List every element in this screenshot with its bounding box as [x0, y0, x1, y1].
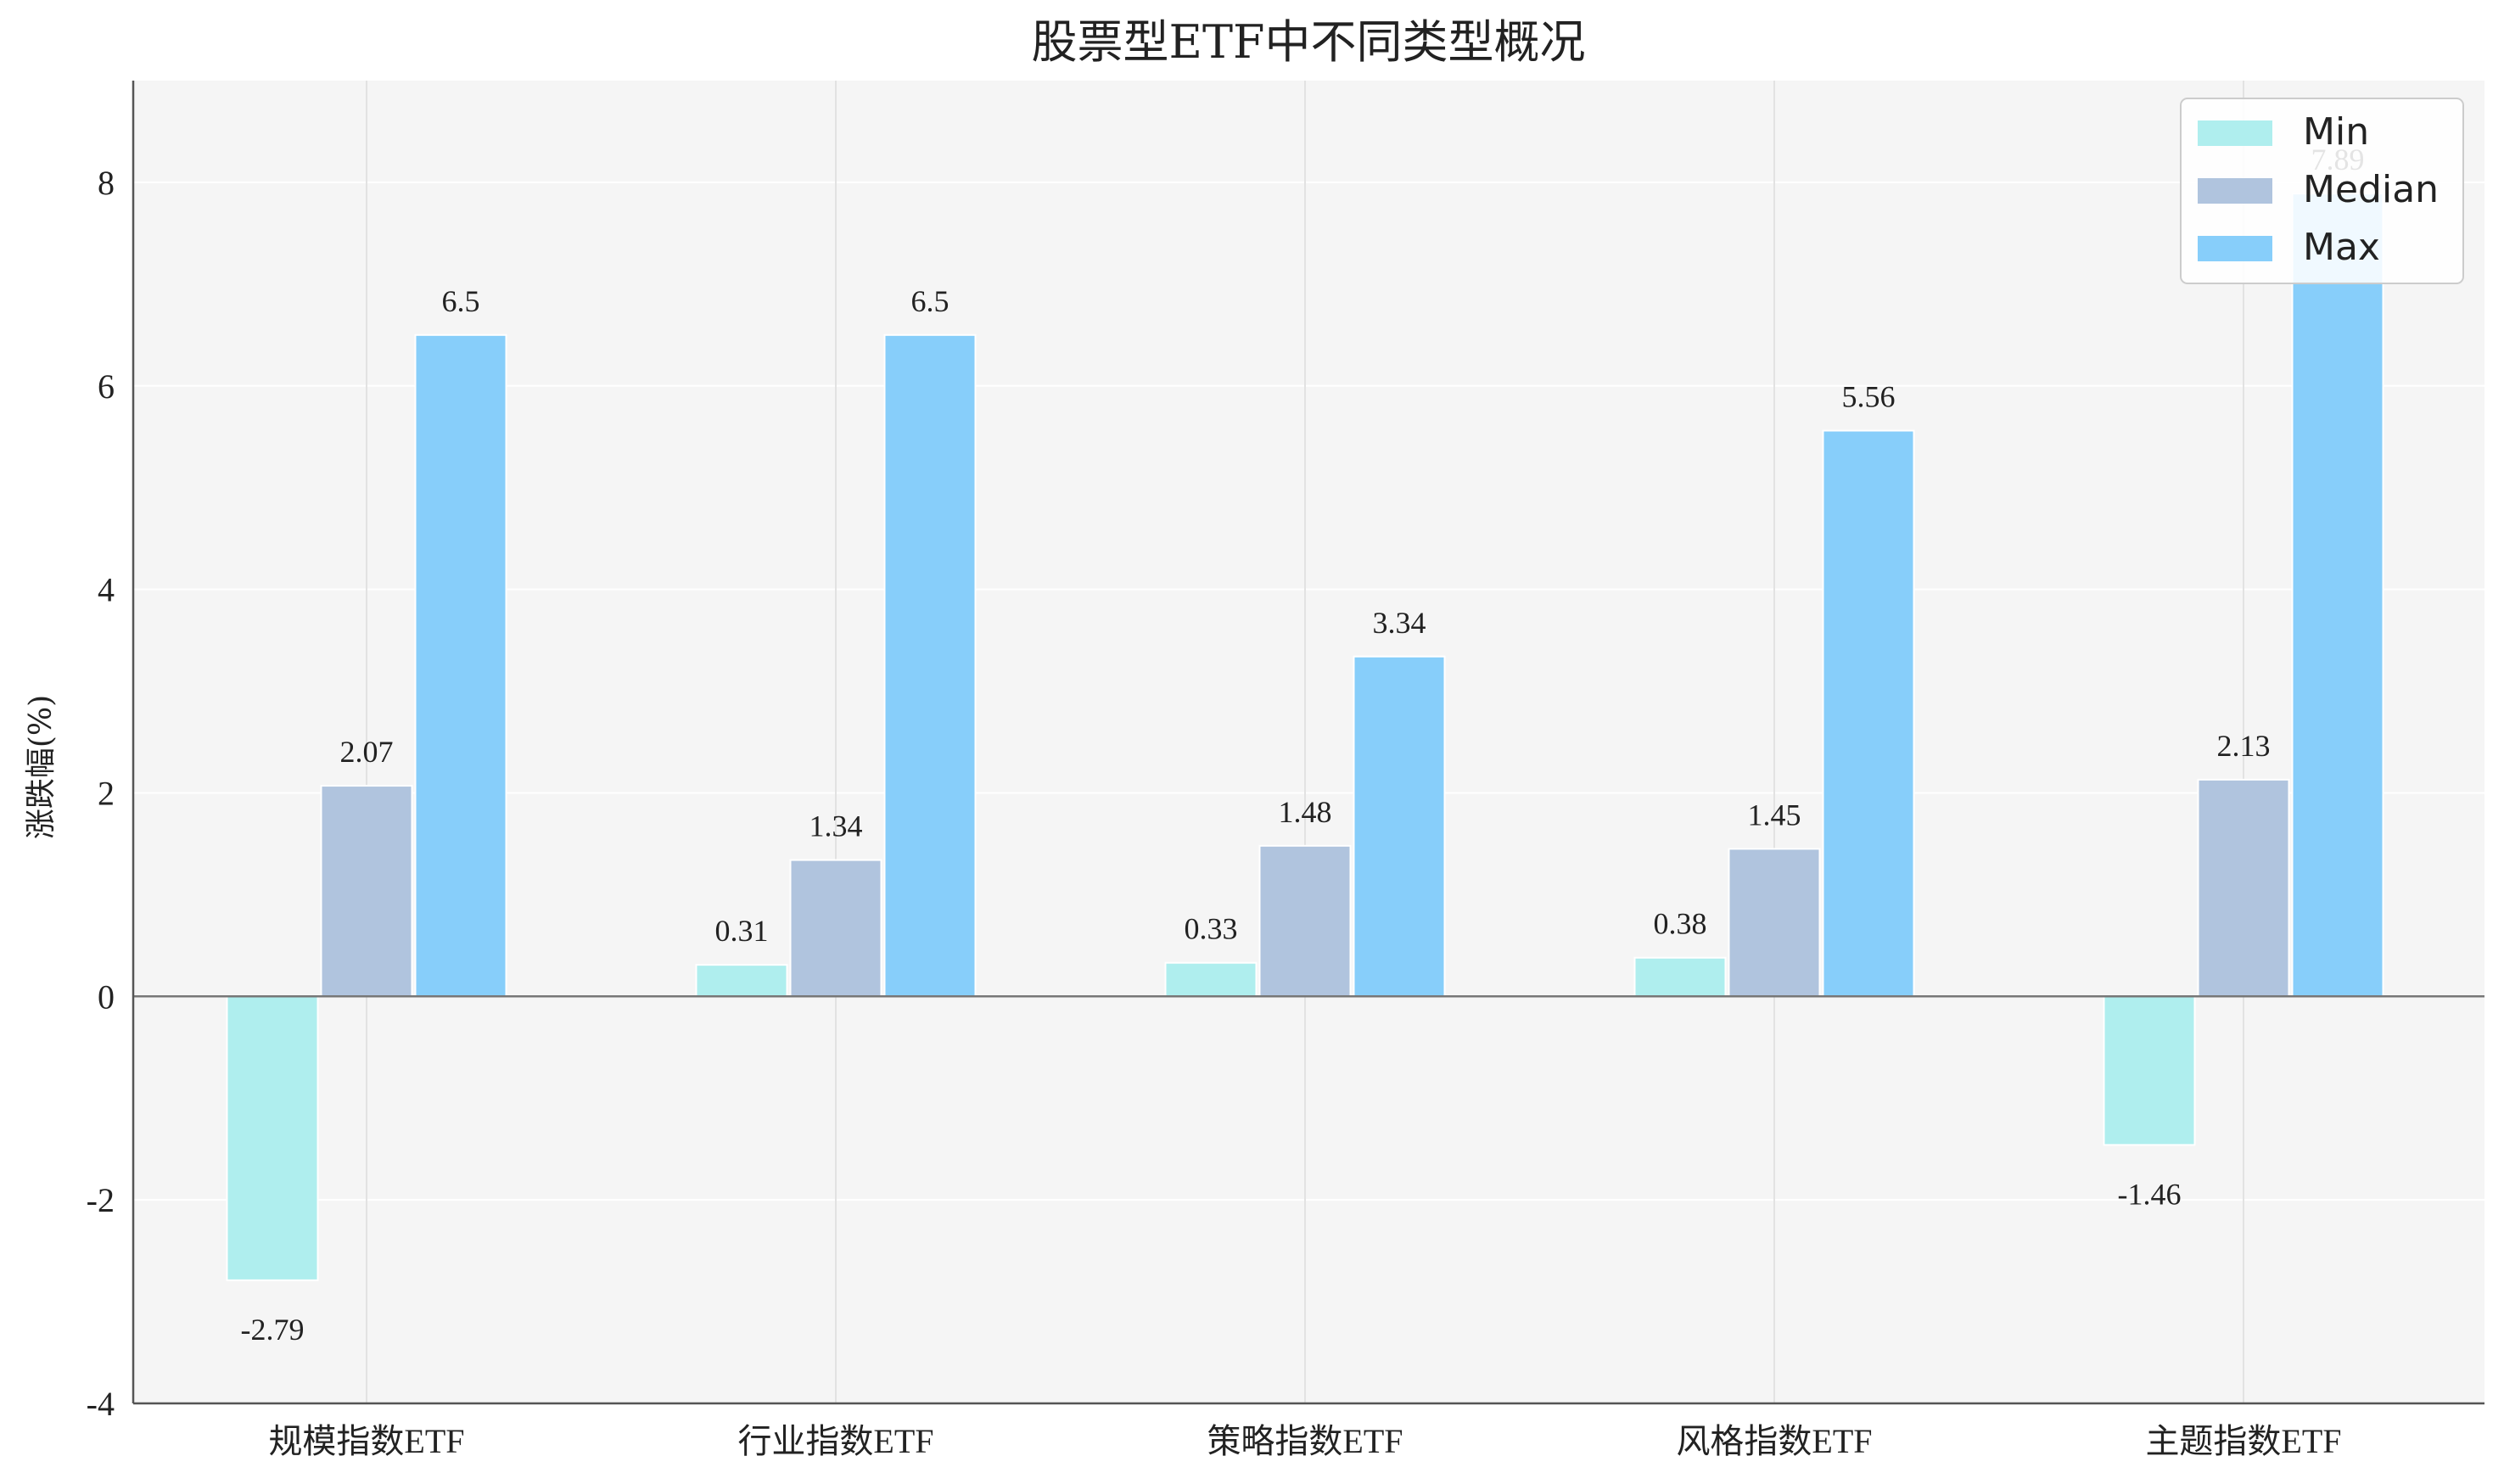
bar-min-1 — [695, 964, 788, 998]
x-tick-label: 规模指数ETF — [268, 1422, 464, 1460]
data-label: 0.31 — [715, 914, 769, 948]
legend-swatch-min — [2198, 120, 2272, 146]
bar-min-0 — [226, 995, 319, 1281]
legend-swatch-median — [2198, 178, 2272, 204]
data-label: 1.34 — [809, 809, 863, 843]
bar-max-1 — [883, 333, 977, 998]
data-label: 5.56 — [1842, 380, 1896, 414]
bar-max-2 — [1353, 655, 1446, 998]
y-axis-label: 涨跌幅(%) — [24, 695, 59, 839]
x-tick-label: 主题指数ETF — [2145, 1422, 2341, 1460]
data-label: 0.33 — [1185, 912, 1238, 946]
y-tick-label: 2 — [98, 774, 115, 812]
data-label: 1.48 — [1279, 795, 1332, 829]
bar-max-4 — [2291, 193, 2384, 998]
x-tick-label: 行业指数ETF — [737, 1422, 933, 1460]
y-tick-label: -2 — [87, 1181, 115, 1219]
legend-swatch-max — [2198, 236, 2272, 261]
data-label: -2.79 — [241, 1313, 305, 1347]
data-label: 3.34 — [1373, 606, 1426, 640]
bar-median-0 — [320, 785, 413, 998]
legend: Min Median Max — [2180, 98, 2464, 284]
data-label: 1.45 — [1748, 798, 1801, 832]
data-label: 2.13 — [2217, 729, 2271, 763]
bar-median-4 — [2197, 778, 2290, 998]
bar-min-4 — [2103, 995, 2196, 1146]
y-tick-label: 0 — [98, 977, 115, 1016]
grid — [133, 81, 2484, 1404]
bar-max-0 — [414, 333, 507, 998]
plot-area — [133, 81, 2484, 1403]
data-label: 6.5 — [911, 284, 950, 318]
data-label: 6.5 — [442, 284, 480, 318]
legend-label-max: Max — [2303, 226, 2380, 269]
x-tick-label: 策略指数ETF — [1207, 1422, 1403, 1460]
bar-max-3 — [1822, 429, 1915, 998]
x-tick-label: 风格指数ETF — [1676, 1422, 1872, 1460]
y-tick-label: 8 — [98, 164, 115, 202]
y-tick-label: -4 — [87, 1385, 115, 1423]
bar-min-2 — [1164, 961, 1258, 998]
legend-label-median: Median — [2303, 168, 2439, 211]
bar-min-3 — [1633, 956, 1727, 998]
axes — [132, 81, 2484, 1405]
bar-median-1 — [789, 859, 882, 998]
y-tick-label: 4 — [98, 571, 115, 609]
bars — [226, 193, 2384, 1281]
data-label: -1.46 — [2118, 1177, 2182, 1211]
chart-title: 股票型ETF中不同类型概况 — [1032, 15, 1586, 69]
bar-median-2 — [1258, 844, 1352, 998]
y-tick-label: 6 — [98, 367, 115, 406]
tick-labels: -4 -2 0 2 4 6 8 规模指数ETF 行业指数ETF 策略指数ETF 风格指数ETF 主题指… — [87, 164, 2342, 1460]
data-label: 0.38 — [1654, 907, 1707, 941]
legend-label-min: Min — [2303, 110, 2369, 154]
bar-median-3 — [1728, 848, 1821, 998]
data-label: 2.07 — [340, 735, 394, 769]
